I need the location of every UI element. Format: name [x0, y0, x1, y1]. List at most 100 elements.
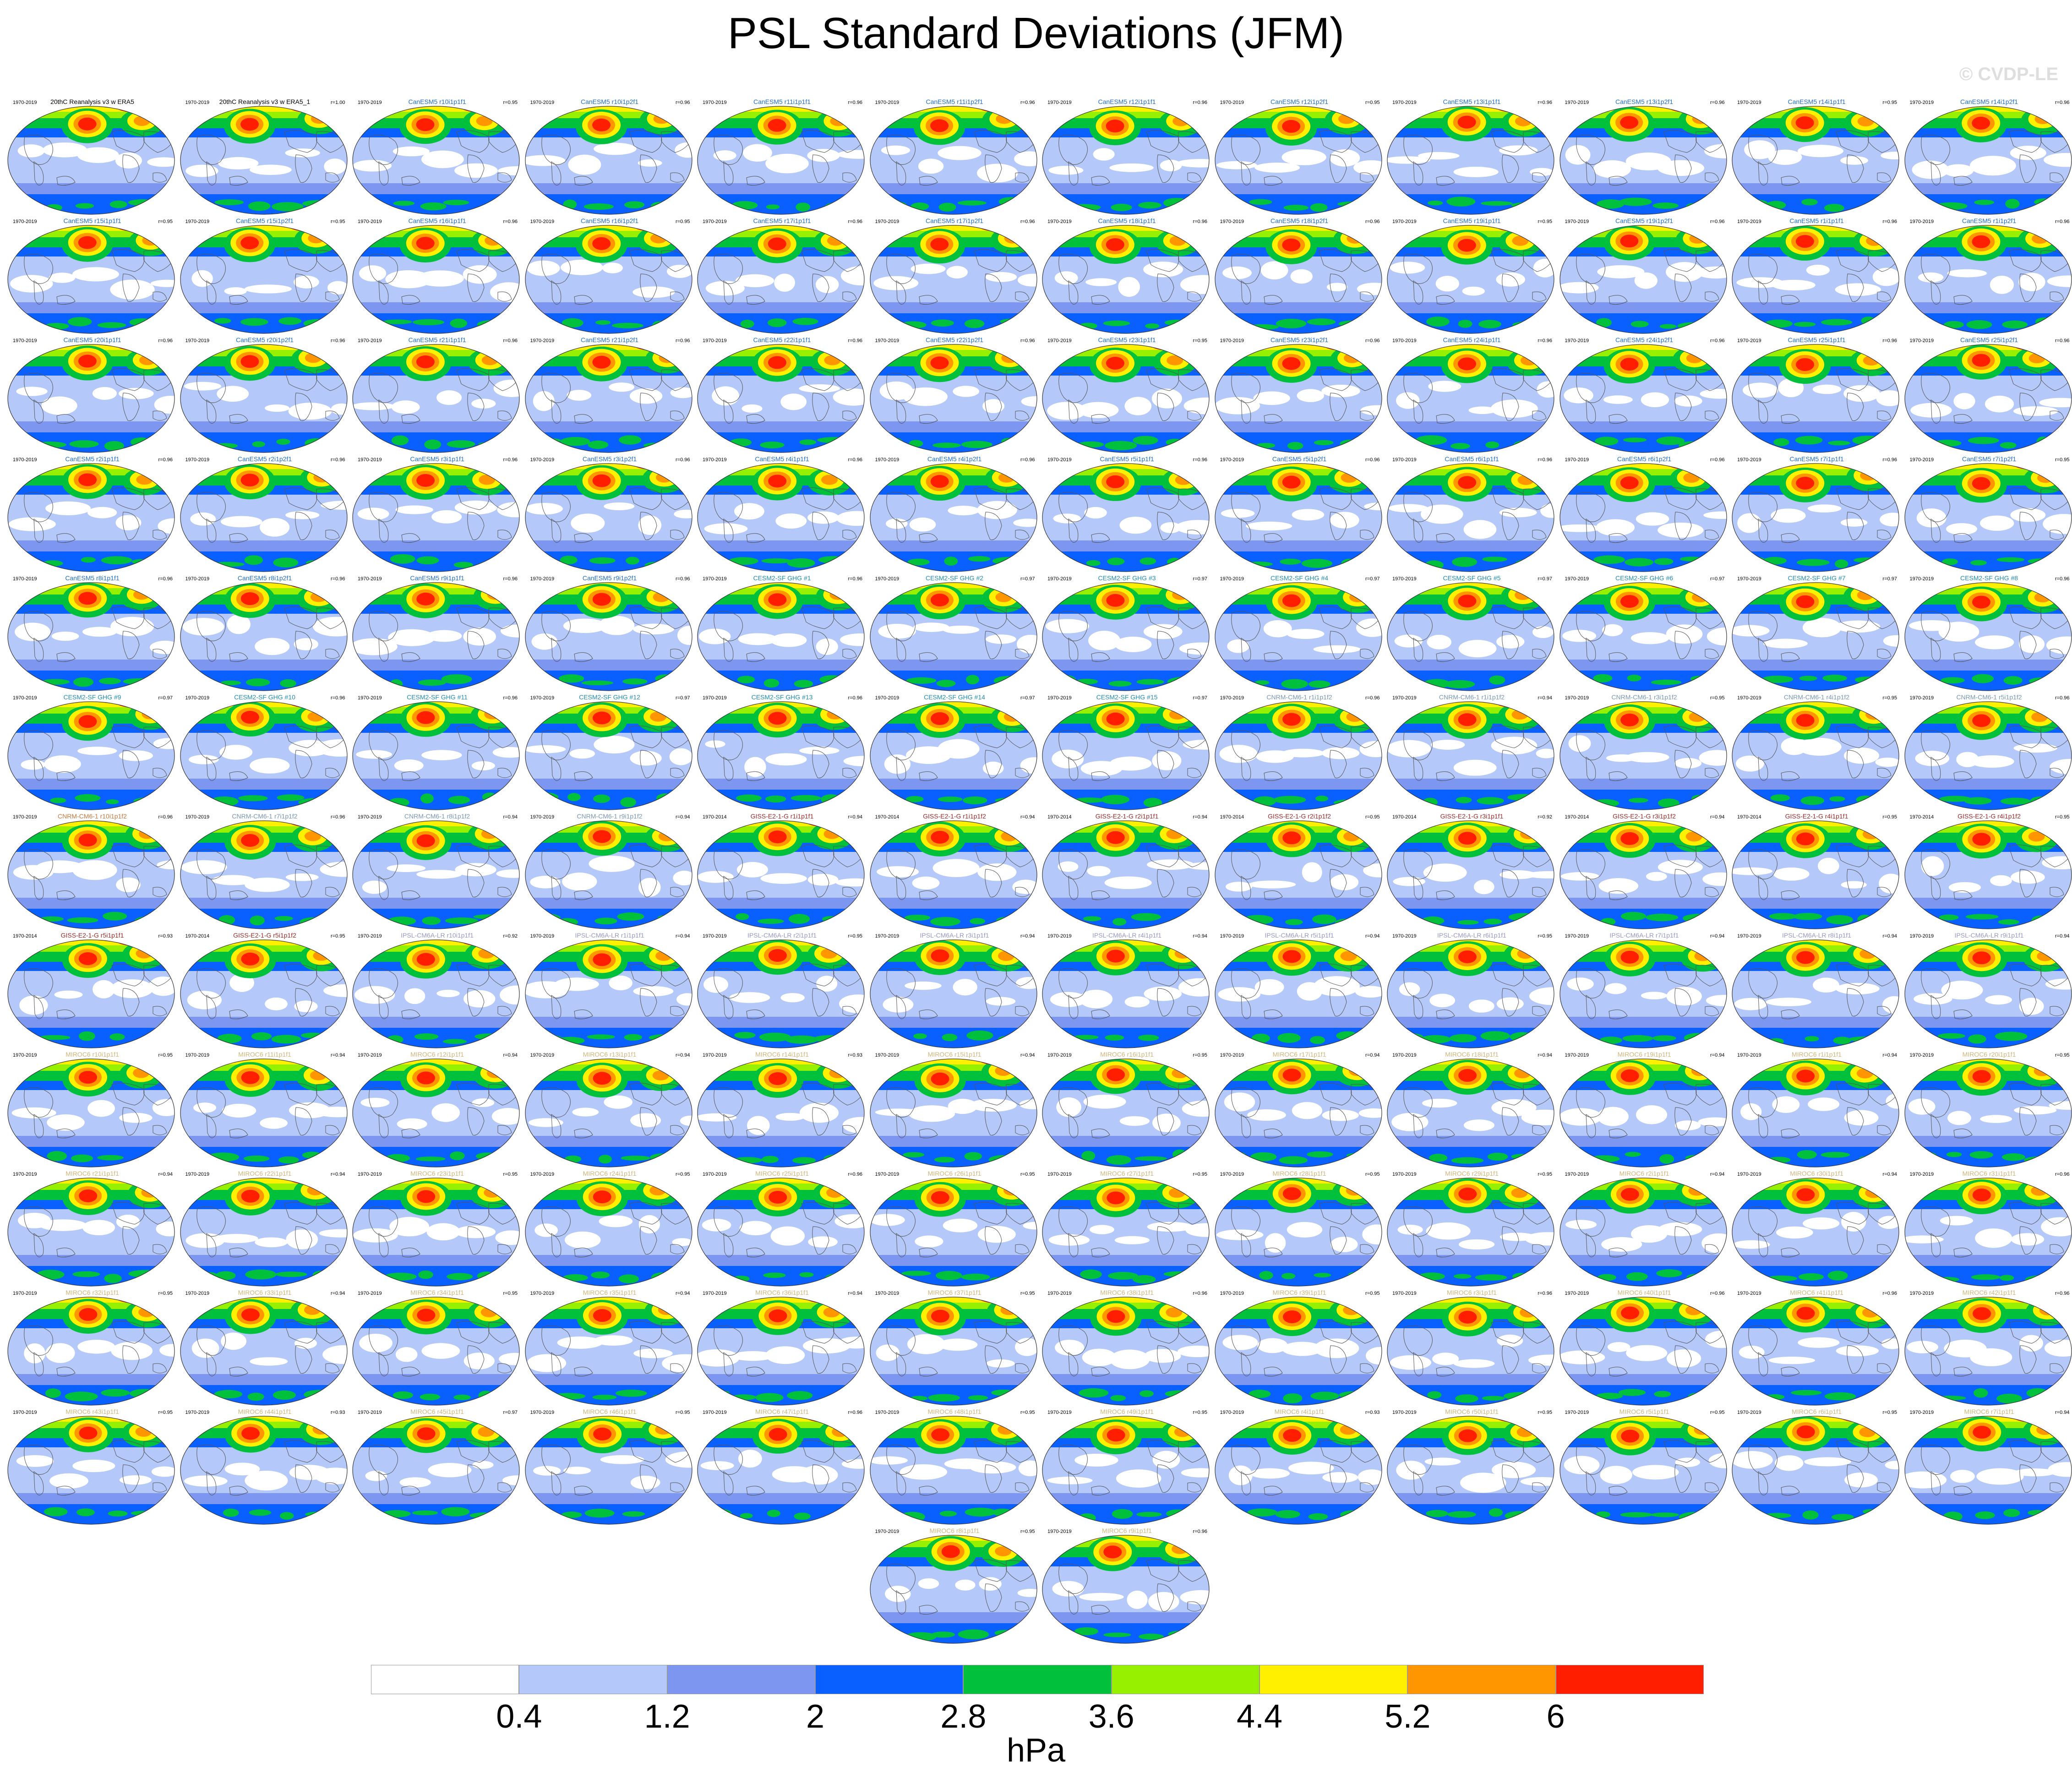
panel-correlation: r=0.96	[676, 576, 690, 582]
panel-years: 1970-2019	[530, 338, 555, 344]
map-panel: 1970-2019 CESM2-SF GHG #7 r=0.97	[1731, 574, 1903, 695]
map-panel: 1970-2019 CanESM5 r15i1p1f1 r=0.95	[6, 217, 178, 338]
panel-title: CanESM5 r13i1p1f1	[1443, 98, 1501, 105]
panel-years: 1970-2019	[1392, 933, 1417, 939]
panel-correlation: r=0.94	[848, 814, 863, 820]
panel-correlation: r=0.96	[158, 338, 173, 344]
panel-correlation: r=0.96	[1193, 1291, 1208, 1296]
map-ellipse	[7, 582, 175, 691]
panel-title: MIROC6 r3i1p1f1	[1447, 1289, 1497, 1296]
panel-correlation: r=0.94	[1020, 814, 1035, 820]
panel-title: CanESM5 r21i1p1f1	[408, 336, 466, 344]
map-ellipse	[869, 344, 1037, 453]
panel-correlation: r=0.94	[2055, 933, 2070, 939]
map-panel: 1970-2019 IPSL-CM6A-LR r3i1p1f1 r=0.94	[869, 932, 1041, 1053]
panel-correlation: r=0.96	[1020, 338, 1035, 344]
panel-title: CanESM5 r13i1p2f1	[1615, 98, 1674, 105]
map-panel: 1970-2019 CNRM-CM6-1 r10i1p1f2 r=0.96	[6, 813, 178, 933]
panel-correlation: r=0.96	[676, 338, 690, 344]
panel-years: 1970-2019	[530, 576, 555, 582]
map-panel: 1970-2019 MIROC6 r46i1p1f1 r=0.95	[524, 1408, 696, 1529]
panel-title: IPSL-CM6A-LR r2i1p1f1	[747, 932, 817, 939]
panel-years: 1970-2019	[875, 933, 900, 939]
panel-correlation: r=0.96	[158, 457, 173, 463]
map-panel: 1970-2019 CanESM5 r13i1p1f1 r=0.96	[1386, 98, 1558, 219]
panel-correlation: r=0.94	[158, 1172, 173, 1177]
panel-years: 1970-2019	[1737, 1053, 1761, 1058]
panel-title: IPSL-CM6A-LR r9i1p1f1	[1954, 932, 2024, 939]
panel-years: 1970-2019	[1909, 457, 1934, 463]
panel-correlation: r=0.96	[1365, 219, 1380, 224]
panel-correlation: r=0.96	[331, 457, 345, 463]
panel-correlation: r=0.95	[1710, 1410, 1725, 1415]
map-panel: 1970-2019 MIROC6 r3i1p1f1 r=0.96	[1386, 1289, 1558, 1410]
map-panel: 1970-2019 MIROC6 r45i1p1f1 r=0.97	[351, 1408, 523, 1529]
panel-title: CESM2-SF GHG #11	[407, 693, 468, 701]
panel-correlation: r=0.94	[1538, 1053, 1553, 1058]
map-ellipse	[869, 1535, 1037, 1644]
panel-years: 1970-2019	[13, 457, 37, 463]
panel-correlation: r=0.95	[331, 219, 345, 224]
map-panel: 1970-2019 MIROC6 r16i1p1f1 r=0.95	[1041, 1051, 1213, 1172]
map-panel: 1970-2019 CanESM5 r25i1p1f1 r=0.96	[1731, 336, 1903, 457]
panel-years: 1970-2019	[875, 1529, 900, 1534]
panel-years: 1970-2019	[1392, 219, 1417, 224]
panel-correlation: r=0.94	[1538, 695, 1553, 701]
panel-years: 1970-2019	[875, 576, 900, 582]
panel-years: 1970-2019	[1737, 219, 1761, 224]
colorbar	[371, 1665, 1704, 1695]
panel-years: 1970-2019	[1392, 338, 1417, 344]
panel-correlation: r=0.96	[331, 695, 345, 701]
map-ellipse	[1214, 820, 1382, 929]
panel-correlation: r=0.97	[1710, 576, 1725, 582]
map-panel: 1970-2019 CanESM5 r23i1p1f1 r=0.95	[1041, 336, 1213, 457]
panel-correlation: r=0.94	[676, 1053, 690, 1058]
map-ellipse	[7, 225, 175, 334]
panel-title: GISS-E2-1-G r2i1p1f2	[1268, 813, 1331, 820]
panel-title: CanESM5 r23i1p2f1	[1270, 336, 1329, 344]
panel-correlation: r=0.96	[676, 457, 690, 463]
map-ellipse	[7, 701, 175, 810]
map-ellipse	[1732, 1178, 1899, 1287]
panel-years: 1970-2019	[1565, 1410, 1589, 1415]
panel-title: CESM2-SF GHG #3	[1098, 574, 1156, 582]
panel-title: MIROC6 r1i1p1f1	[1792, 1051, 1842, 1058]
panel-years: 1970-2019	[13, 1291, 37, 1296]
panel-correlation: r=0.95	[158, 1291, 173, 1296]
map-panel: 1970-2019 IPSL-CM6A-LR r9i1p1f1 r=0.94	[1903, 932, 2072, 1053]
panel-years: 1970-2019	[1909, 695, 1934, 701]
colorbar-swatch	[1407, 1665, 1556, 1694]
panel-title: CanESM5 r17i1p2f1	[925, 217, 984, 224]
panel-years: 1970-2019	[13, 100, 37, 105]
map-panel: 1970-2019 MIROC6 r4i1p1f1 r=0.93	[1214, 1408, 1385, 1529]
map-ellipse	[524, 582, 692, 691]
panel-correlation: r=0.97	[158, 695, 173, 701]
panel-years: 1970-2019	[185, 1172, 210, 1177]
panel-correlation: r=0.95	[158, 219, 173, 224]
map-ellipse	[7, 463, 175, 572]
panel-title: CanESM5 r22i1p1f1	[753, 336, 811, 344]
map-panel: 1970-2019 CanESM5 r14i1p2f1 r=0.96	[1903, 98, 2072, 219]
panel-title: MIROC6 r39i1p1f1	[1272, 1289, 1326, 1296]
panel-correlation: r=0.94	[1710, 1053, 1725, 1058]
panel-title: CanESM5 r7i1p1f1	[1789, 455, 1844, 463]
panel-title: 20thC Reanalysis v3 w ERA5_1	[219, 98, 311, 105]
map-panel: 1970-2019 MIROC6 r6i1p1f1 r=0.95	[1731, 1408, 1903, 1529]
panel-title: CanESM5 r9i1p1f1	[410, 574, 464, 582]
panel-years: 1970-2019	[875, 1291, 900, 1296]
panel-title: CNRM-CM6-1 r5i1p1f2	[1956, 693, 2022, 701]
panel-years: 1970-2019	[185, 814, 210, 820]
panel-title: CanESM5 r8i1p2f1	[237, 574, 292, 582]
map-ellipse	[1387, 582, 1554, 691]
panel-years: 1970-2019	[1220, 457, 1244, 463]
panel-correlation: r=0.96	[1710, 457, 1725, 463]
panel-correlation: r=0.96	[1710, 219, 1725, 224]
panel-correlation: r=0.96	[2055, 1172, 2070, 1177]
map-panel: 1970-2019 CNRM-CM6-1 r9i1p1f2 r=0.94	[524, 813, 696, 933]
panel-title: GISS-E2-1-G r3i1p1f1	[1440, 813, 1504, 820]
map-panel: 1970-2019 CanESM5 r15i1p2f1 r=0.95	[179, 217, 351, 338]
panel-title: MIROC6 r17i1p1f1	[1272, 1051, 1326, 1058]
panel-correlation: r=0.96	[1193, 1529, 1208, 1534]
panel-title: MIROC6 r47i1p1f1	[755, 1408, 809, 1415]
map-panel: 1970-2019 CNRM-CM6-1 r7i1p1f2 r=0.96	[179, 813, 351, 933]
